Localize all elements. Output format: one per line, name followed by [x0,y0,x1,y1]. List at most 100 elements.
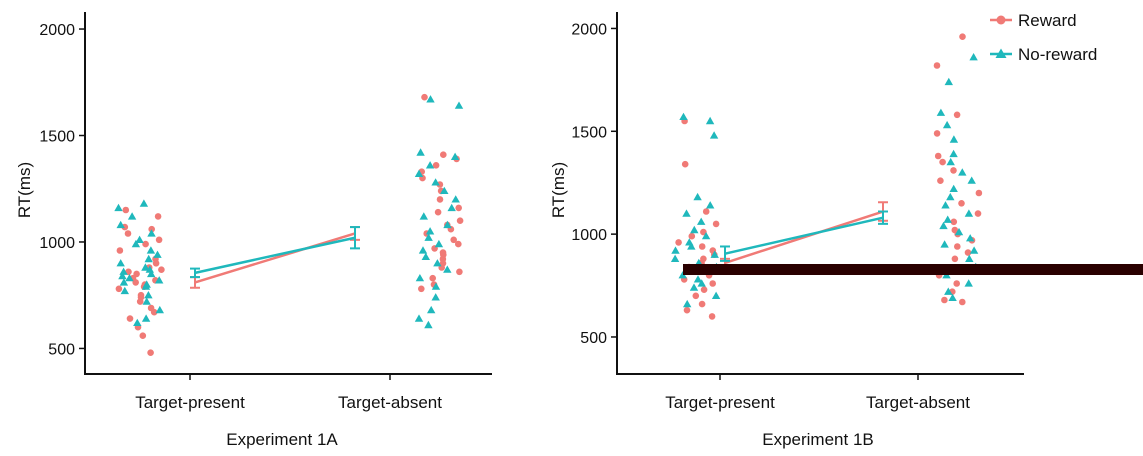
y-tick-label: 1000 [571,227,607,244]
data-point [114,204,122,211]
mean-line [195,233,355,282]
data-point [671,255,679,262]
x-axis-label: Experiment 1A [226,430,338,449]
data-point [699,243,706,250]
data-point [713,221,720,228]
data-point [965,279,973,286]
data-point [934,130,941,137]
y-axis-label: RT(ms) [15,162,34,218]
data-point [709,280,716,287]
data-point [156,237,163,244]
x-axis-label: Experiment 1B [762,430,874,449]
data-point [945,78,953,85]
data-point [968,177,976,184]
y-tick-label: 2000 [571,21,607,38]
data-point [965,255,973,262]
y-tick-label: 1500 [39,129,75,146]
legend: Reward No-reward [990,11,1097,64]
data-point [712,292,720,299]
data-point [939,159,946,166]
mean-line [195,238,355,273]
data-point [934,62,941,69]
legend-label-reward: Reward [1018,11,1077,30]
data-points [114,94,463,356]
data-point [416,148,424,155]
y-ticks: 500 1000 1500 2000 [39,22,85,358]
x-tick-label: Target-absent [338,393,442,412]
data-point [699,301,706,308]
data-point [941,201,949,208]
occluder-bar [683,264,1143,275]
data-point [703,208,710,215]
data-point [954,243,961,250]
data-point [452,195,460,202]
legend-item-no-reward: No-reward [990,45,1097,64]
data-point [690,283,698,290]
data-point [455,205,462,212]
data-point [455,102,463,109]
data-point [682,161,689,168]
data-point [941,297,948,304]
data-point [437,196,444,203]
data-point [419,246,427,253]
data-point [953,280,960,287]
data-point [418,286,425,293]
data-point [965,209,973,216]
y-ticks: 500 1000 1500 2000 [571,21,617,347]
data-point [140,332,147,339]
data-point [683,300,691,307]
data-point [142,314,150,321]
data-point [935,153,942,160]
data-point [135,236,143,243]
data-point [682,209,690,216]
data-point [145,255,153,262]
data-point [133,271,140,278]
data-point [415,314,423,321]
data-point [937,109,945,116]
reward-marker-icon [997,16,1006,25]
x-ticks: Target-present Target-absent [135,374,442,412]
y-tick-label: 2000 [39,22,75,39]
data-point [940,240,948,247]
data-point [690,226,698,233]
data-point [949,150,957,157]
data-point [679,113,687,120]
data-point [965,249,972,256]
data-point [693,293,700,300]
data-point [701,286,708,293]
data-point [422,253,430,260]
data-point [158,266,165,273]
data-point [424,321,432,328]
data-point [952,255,959,262]
data-point [116,286,123,293]
data-point [128,212,136,219]
x-ticks: Target-present Target-absent [665,374,970,412]
data-point [958,200,965,207]
x-tick-label: Target-absent [866,393,970,412]
data-point [700,255,707,262]
data-point [706,201,714,208]
data-point [457,217,464,224]
data-point [148,305,155,312]
data-point [450,237,457,244]
chart-panel-experiment-1b: RT(ms) Experiment 1B 500 1000 1500 2000 Tar… [549,12,1024,449]
y-tick-label: 1000 [39,235,75,252]
mean-line [725,212,883,263]
data-point [959,299,966,306]
data-point [123,207,130,214]
data-point [440,151,447,158]
data-point [147,349,154,356]
data-point [947,158,955,165]
data-point [127,315,134,322]
data-point [133,319,141,326]
data-point [958,168,966,175]
data-point [710,131,718,138]
data-point [954,112,961,119]
data-point [959,33,966,40]
data-point [943,121,951,128]
y-tick-label: 500 [48,341,75,358]
data-point [440,249,447,256]
data-point [693,193,701,200]
data-point [671,246,679,253]
